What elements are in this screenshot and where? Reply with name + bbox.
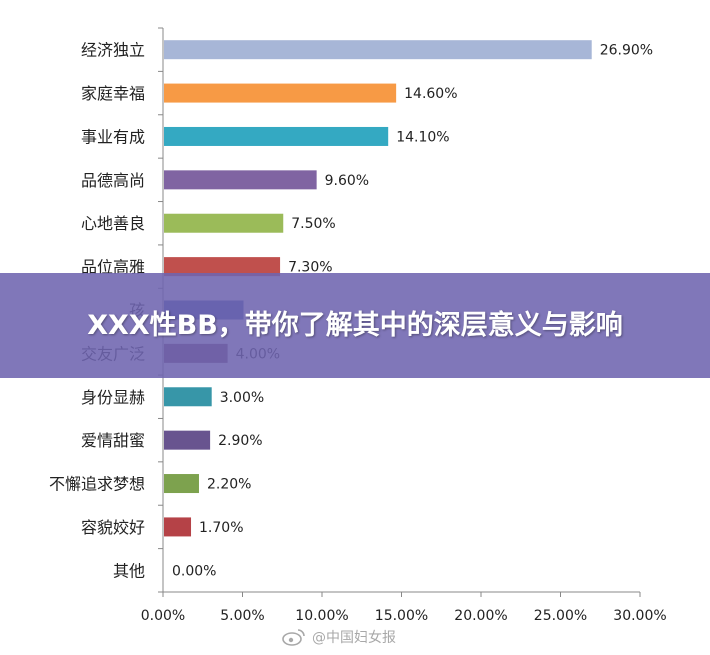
x-tick-label: 15.00% bbox=[375, 608, 428, 624]
title-banner: XXX性BB，带你了解其中的深层意义与影响 bbox=[0, 273, 710, 378]
data-label: 7.50% bbox=[291, 216, 335, 232]
category-label: 不懈追求梦想 bbox=[49, 475, 145, 494]
plot-area: 经济独立 26.90% 家庭幸福 14.60% 事业有成 14.10% 品德高尚 9.60% 心… bbox=[49, 27, 667, 624]
data-label: 26.90% bbox=[600, 43, 653, 59]
data-label: 0.00% bbox=[172, 563, 216, 579]
category-label: 爱情甜蜜 bbox=[81, 431, 145, 450]
category-label: 容貌姣好 bbox=[81, 518, 145, 537]
x-tick-label: 5.00% bbox=[220, 608, 264, 624]
bar bbox=[164, 257, 281, 277]
data-label: 1.70% bbox=[199, 520, 243, 536]
bar bbox=[164, 474, 199, 494]
data-label: 3.00% bbox=[220, 390, 264, 406]
x-tick-label: 20.00% bbox=[454, 608, 507, 624]
weibo-icon bbox=[282, 629, 305, 646]
watermark-text: @中国妇女报 bbox=[312, 630, 396, 646]
x-tick-label: 0.00% bbox=[141, 608, 185, 624]
data-label: 14.60% bbox=[404, 86, 457, 102]
bar bbox=[164, 40, 592, 60]
category-label: 事业有成 bbox=[81, 127, 145, 146]
category-label: 品德高尚 bbox=[81, 171, 145, 190]
bar bbox=[164, 126, 389, 146]
bar bbox=[164, 170, 317, 190]
category-label: 家庭幸福 bbox=[81, 84, 145, 103]
data-label: 14.10% bbox=[396, 129, 449, 145]
bar bbox=[164, 430, 211, 450]
x-tick-label: 10.00% bbox=[295, 608, 348, 624]
banner-title: XXX性BB，带你了解其中的深层意义与影响 bbox=[87, 309, 623, 341]
category-label: 心地善良 bbox=[81, 214, 145, 233]
data-label: 2.90% bbox=[218, 433, 262, 449]
bar bbox=[164, 83, 397, 103]
x-tick-label: 30.00% bbox=[613, 608, 666, 624]
data-label: 7.30% bbox=[288, 260, 332, 276]
category-label: 身份显赫 bbox=[81, 388, 145, 407]
category-label: 经济独立 bbox=[81, 41, 145, 60]
bar bbox=[164, 213, 284, 233]
bar bbox=[164, 517, 192, 537]
x-tick-label: 25.00% bbox=[534, 608, 587, 624]
data-label: 2.20% bbox=[207, 477, 251, 493]
category-label: 其他 bbox=[113, 561, 145, 580]
category-label: 品位高雅 bbox=[81, 258, 145, 277]
watermark: @中国妇女报 bbox=[282, 625, 396, 649]
bar bbox=[164, 387, 212, 407]
data-label: 9.60% bbox=[325, 173, 369, 189]
